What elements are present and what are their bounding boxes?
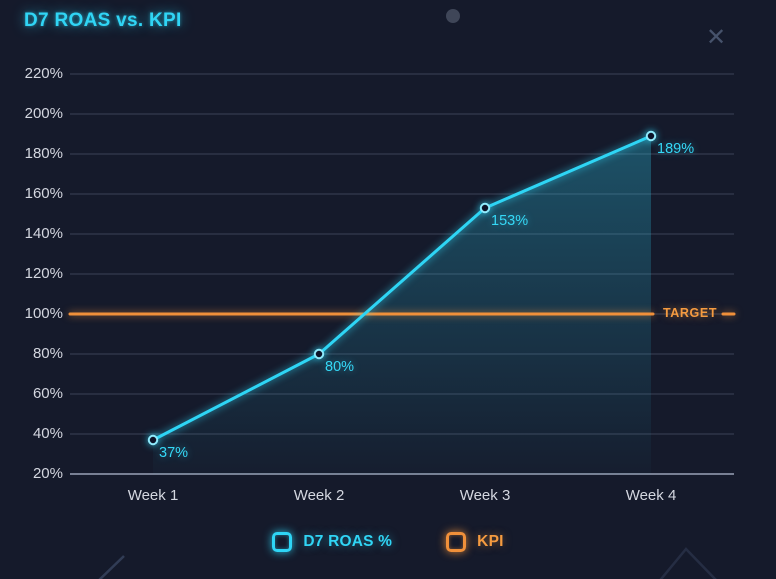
data-point-marker[interactable] [147,434,159,446]
data-point-marker[interactable] [313,348,325,360]
y-tick-label: 200% [24,105,63,122]
y-tick-label: 220% [24,65,63,82]
roas-line [151,134,653,442]
legend-item-kpi[interactable]: KPI [446,532,503,552]
data-point-label: 80% [325,359,355,375]
y-tick-label: 100% [24,305,63,322]
chevron-left-decoration [98,555,125,579]
y-tick-label: 120% [24,265,63,282]
legend: D7 ROAS % KPI [0,532,776,552]
x-tick-label: Week 1 [127,487,179,504]
y-tick-label: 180% [24,145,63,162]
y-tick-label: 20% [32,465,63,482]
data-point-label: 189% [657,141,695,157]
x-tick-label: Week 2 [293,487,345,504]
y-tick-label: 40% [32,425,63,442]
x-tick-label: Week 3 [459,487,511,504]
data-point-label: 37% [159,445,189,461]
decorative-dot [446,9,460,23]
y-tick-label: 80% [32,345,63,362]
y-tick-label: 140% [24,225,63,242]
chevron-right-decoration [659,547,717,579]
data-point-marker[interactable] [645,130,657,142]
data-point-marker[interactable] [479,202,491,214]
x-tick-label: Week 4 [625,487,677,504]
data-point-label: 153% [491,213,529,229]
legend-label-d7-roas: D7 ROAS % [303,533,393,550]
area-fill [153,136,651,474]
legend-item-d7-roas[interactable]: D7 ROAS % [272,532,392,552]
target-label: TARGET [663,306,718,320]
chart-title: D7 ROAS vs. KPI [24,10,182,31]
d7-roas-swatch-icon [272,532,293,552]
legend-label-kpi: KPI [477,533,504,550]
kpi-swatch-icon [446,532,467,552]
close-icon[interactable]: ✕ [702,24,730,52]
y-tick-label: 60% [32,385,63,402]
y-tick-label: 160% [24,185,63,202]
